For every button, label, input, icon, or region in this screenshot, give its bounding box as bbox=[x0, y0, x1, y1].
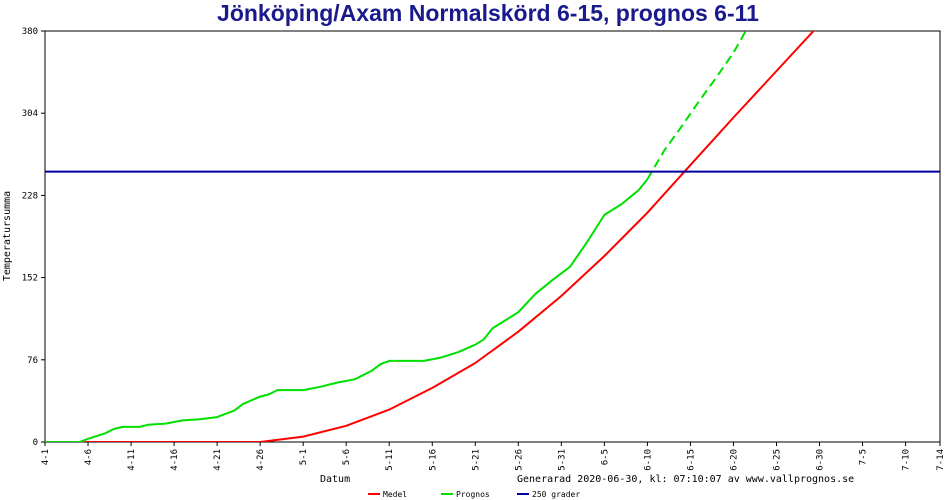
series-line-prognos bbox=[646, 31, 747, 180]
y-tick-label: 380 bbox=[22, 27, 38, 37]
x-tick-label: 7-10 bbox=[902, 449, 912, 471]
x-tick-label: 5-21 bbox=[471, 449, 481, 471]
legend-label: 250 grader bbox=[532, 490, 580, 499]
series-line-medel bbox=[45, 31, 815, 442]
plot-area bbox=[44, 30, 941, 443]
x-tick-label: 7-14 bbox=[936, 449, 946, 471]
x-tick-label: 6-15 bbox=[686, 449, 696, 471]
x-tick-label: 5-6 bbox=[342, 449, 352, 465]
x-tick-label: 4-11 bbox=[127, 449, 137, 471]
x-tick-label: 4-16 bbox=[170, 449, 180, 471]
x-tick-label: 6-10 bbox=[643, 449, 653, 471]
generated-footer: Generarad 2020-06-30, kl: 07:10:07 av ww… bbox=[517, 474, 854, 485]
x-tick-label: 4-1 bbox=[41, 449, 51, 465]
y-tick-label: 228 bbox=[22, 191, 38, 201]
legend: Medel Prognos 250 grader bbox=[368, 490, 580, 499]
y-axis: 0 76 152 228 304 380 bbox=[22, 27, 45, 448]
x-tick-label: 5-11 bbox=[385, 449, 395, 471]
x-axis-label: Datum bbox=[320, 474, 350, 485]
x-tick-label: 6-5 bbox=[600, 449, 610, 465]
x-tick-label: 6-30 bbox=[816, 449, 826, 471]
y-tick-label: 304 bbox=[22, 109, 38, 119]
x-tick-label: 7-5 bbox=[859, 449, 869, 465]
x-tick-label: 5-26 bbox=[514, 449, 524, 471]
x-tick-label: 5-31 bbox=[557, 449, 567, 471]
series-group bbox=[45, 31, 940, 442]
x-tick-label: 6-20 bbox=[729, 449, 739, 471]
y-tick-label: 76 bbox=[27, 356, 38, 366]
y-axis-label: Temperatursumma bbox=[2, 191, 13, 281]
x-tick-label: 5-16 bbox=[428, 449, 438, 471]
legend-label: Prognos bbox=[456, 490, 490, 499]
y-tick-label: 0 bbox=[33, 438, 38, 448]
x-tick-label: 4-6 bbox=[84, 449, 94, 465]
x-tick-label: 4-21 bbox=[213, 449, 223, 471]
chart-title: Jönköping/Axam Normalskörd 6-15, prognos… bbox=[217, 0, 759, 26]
y-tick-label: 152 bbox=[22, 274, 38, 284]
series-line-prognos bbox=[45, 178, 649, 442]
x-axis: 4-1 4-6 4-11 4-16 4-21 4-26 5-1 5-6 5-11 5-16 5-21… bbox=[41, 442, 946, 471]
legend-label: Medel bbox=[383, 490, 407, 499]
x-tick-label: 4-26 bbox=[256, 449, 266, 471]
x-tick-label: 5-1 bbox=[299, 449, 309, 465]
x-tick-label: 6-25 bbox=[772, 449, 782, 471]
